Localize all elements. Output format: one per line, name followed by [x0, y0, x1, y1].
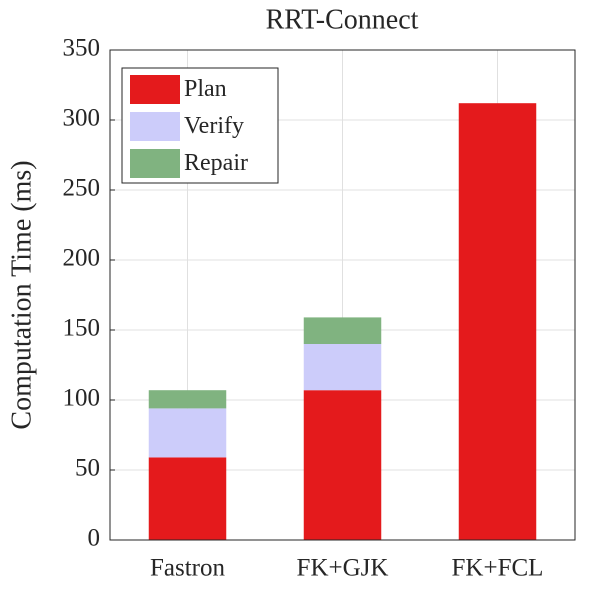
y-axis-label: Computation Time (ms): [6, 160, 37, 429]
y-tick-label: 300: [63, 105, 101, 132]
plot-frame: [109, 49, 576, 541]
y-tick-label: 350: [63, 35, 101, 62]
y-tick-label: 50: [75, 455, 100, 482]
y-tick-label: 0: [88, 525, 101, 552]
x-tick-label: FK+FCL: [452, 555, 544, 582]
bar-segment: [148, 390, 227, 409]
y-tick-label: 250: [63, 175, 101, 202]
x-tick-label: Fastron: [150, 555, 226, 582]
bar-segment: [303, 344, 382, 391]
bar-segment: [303, 317, 382, 344]
bar-segment: [303, 390, 382, 540]
legend-label: Repair: [184, 150, 248, 176]
bar-segment: [148, 457, 227, 540]
x-tick-label: FK+GJK: [297, 555, 389, 582]
y-tick-label: 150: [63, 315, 101, 342]
legend-label: Plan: [184, 76, 227, 102]
chart-title: RRT-Connect: [266, 4, 419, 35]
legend-swatch: [130, 149, 180, 178]
bar-segment: [148, 408, 227, 458]
bar-segment: [458, 103, 537, 540]
y-tick-label: 200: [63, 245, 101, 272]
legend-label: Verify: [184, 113, 244, 139]
legend-swatch: [130, 112, 180, 141]
legend-swatch: [130, 75, 180, 104]
y-tick-label: 100: [63, 385, 101, 412]
